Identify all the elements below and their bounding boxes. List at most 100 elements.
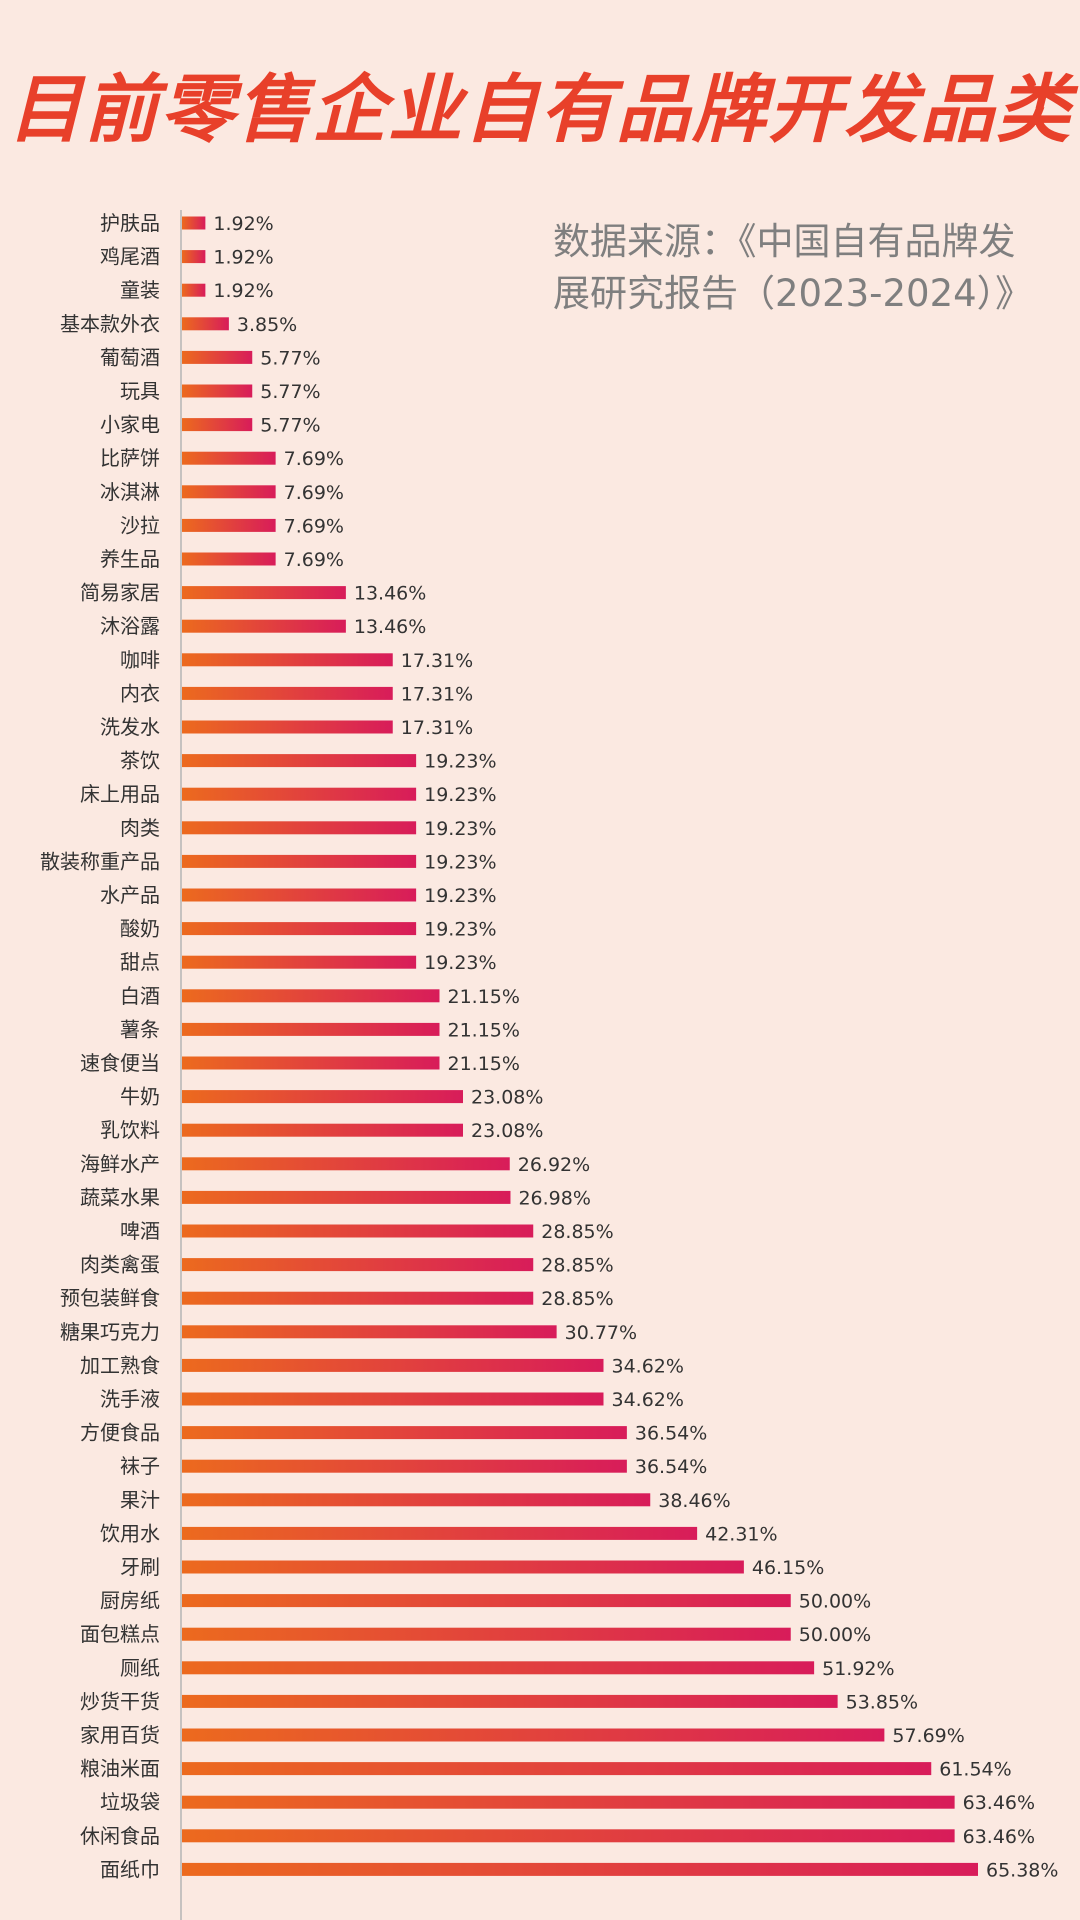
bar bbox=[182, 1090, 463, 1104]
value-label: 46.15% bbox=[752, 1557, 824, 1579]
bar bbox=[182, 1123, 463, 1137]
category-label: 啤酒 bbox=[120, 1219, 160, 1243]
category-label: 面包糕点 bbox=[80, 1622, 160, 1646]
value-label: 3.85% bbox=[237, 314, 297, 336]
category-label: 咖啡 bbox=[120, 648, 160, 672]
category-label: 薯条 bbox=[120, 1017, 160, 1041]
value-label: 34.62% bbox=[611, 1389, 683, 1411]
value-label: 51.92% bbox=[822, 1658, 894, 1680]
category-label: 垃圾袋 bbox=[100, 1790, 160, 1814]
bar bbox=[182, 922, 417, 936]
category-label: 散装称重产品 bbox=[40, 849, 160, 873]
value-label: 63.46% bbox=[963, 1826, 1035, 1848]
value-label: 7.69% bbox=[284, 515, 344, 537]
bar bbox=[182, 1661, 815, 1675]
bar bbox=[182, 1258, 534, 1272]
value-label: 17.31% bbox=[401, 683, 473, 705]
value-label: 28.85% bbox=[541, 1221, 613, 1243]
category-label: 粮油米面 bbox=[80, 1757, 160, 1781]
category-label: 预包装鲜食 bbox=[60, 1286, 160, 1310]
category-label: 糖果巧克力 bbox=[60, 1320, 160, 1344]
value-label: 7.69% bbox=[284, 448, 344, 470]
category-label: 炒货干货 bbox=[80, 1689, 160, 1713]
category-label: 童装 bbox=[120, 278, 160, 302]
bar bbox=[182, 1795, 955, 1809]
data-source-note: 数据来源：《中国自有品牌发展研究报告（2023-2024）》 bbox=[553, 220, 1033, 315]
bar bbox=[182, 955, 417, 969]
bar bbox=[182, 1694, 838, 1708]
category-label: 冰淇淋 bbox=[100, 480, 160, 504]
bar bbox=[182, 1459, 627, 1473]
category-label: 小家电 bbox=[100, 413, 160, 437]
bar bbox=[182, 1224, 534, 1238]
value-label: 1.92% bbox=[213, 280, 273, 302]
bar bbox=[182, 1493, 651, 1507]
bar bbox=[182, 1762, 932, 1776]
value-label: 19.23% bbox=[424, 851, 496, 873]
bar bbox=[182, 586, 346, 600]
bar bbox=[182, 1157, 510, 1171]
bar bbox=[182, 451, 276, 465]
bar bbox=[182, 317, 229, 331]
category-label: 白酒 bbox=[120, 984, 160, 1008]
bar bbox=[182, 1560, 744, 1574]
value-label: 21.15% bbox=[448, 1053, 520, 1075]
category-label: 肉类 bbox=[120, 816, 160, 840]
value-label: 19.23% bbox=[424, 952, 496, 974]
bar bbox=[182, 1862, 978, 1876]
category-label: 葡萄酒 bbox=[100, 345, 160, 369]
value-label: 23.08% bbox=[471, 1120, 543, 1142]
bar bbox=[182, 1627, 791, 1641]
value-label: 19.23% bbox=[424, 784, 496, 806]
value-label: 36.54% bbox=[635, 1423, 707, 1445]
value-label: 17.31% bbox=[401, 650, 473, 672]
category-label: 比萨饼 bbox=[100, 446, 160, 470]
bar bbox=[182, 1056, 440, 1070]
chart-title: 目前零售企业自有品牌开发品类 bbox=[8, 67, 1072, 153]
category-label: 护肤品 bbox=[100, 211, 160, 235]
category-label: 加工熟食 bbox=[80, 1353, 160, 1377]
bar bbox=[182, 888, 417, 902]
bar bbox=[182, 854, 417, 868]
category-label: 茶饮 bbox=[120, 749, 160, 773]
value-label: 13.46% bbox=[354, 616, 426, 638]
category-label: 床上用品 bbox=[80, 782, 160, 806]
bar bbox=[182, 518, 276, 532]
category-label: 玩具 bbox=[120, 379, 160, 403]
bar bbox=[182, 1426, 627, 1440]
value-label: 57.69% bbox=[892, 1725, 964, 1747]
category-label: 方便食品 bbox=[80, 1421, 160, 1445]
value-label: 21.15% bbox=[448, 986, 520, 1008]
bar bbox=[182, 787, 417, 801]
bar bbox=[182, 1022, 440, 1036]
value-label: 7.69% bbox=[284, 482, 344, 504]
value-label: 34.62% bbox=[611, 1355, 683, 1377]
value-label: 36.54% bbox=[635, 1456, 707, 1478]
bar bbox=[182, 250, 206, 264]
category-label: 厕纸 bbox=[120, 1656, 160, 1680]
value-label: 5.77% bbox=[260, 415, 320, 437]
value-label: 19.23% bbox=[424, 818, 496, 840]
value-label: 7.69% bbox=[284, 549, 344, 571]
value-label: 65.38% bbox=[986, 1859, 1058, 1881]
value-label: 30.77% bbox=[565, 1322, 637, 1344]
bar bbox=[182, 283, 206, 297]
value-label: 50.00% bbox=[799, 1591, 871, 1613]
value-label: 53.85% bbox=[846, 1691, 918, 1713]
category-label: 速食便当 bbox=[80, 1051, 160, 1075]
category-label: 面纸巾 bbox=[100, 1857, 160, 1881]
value-label: 19.23% bbox=[424, 885, 496, 907]
bar bbox=[182, 720, 393, 734]
bar bbox=[182, 384, 253, 398]
bar bbox=[182, 1728, 885, 1742]
value-label: 1.92% bbox=[213, 213, 273, 235]
value-label: 61.54% bbox=[939, 1759, 1011, 1781]
category-label: 休闲食品 bbox=[80, 1824, 160, 1848]
category-label: 家用百货 bbox=[80, 1723, 160, 1747]
bar bbox=[182, 821, 417, 835]
category-label: 水产品 bbox=[100, 883, 160, 907]
category-label: 甜点 bbox=[120, 950, 160, 974]
value-label: 28.85% bbox=[541, 1255, 613, 1277]
category-label: 厨房纸 bbox=[100, 1589, 160, 1613]
category-label: 肉类禽蛋 bbox=[80, 1253, 160, 1277]
